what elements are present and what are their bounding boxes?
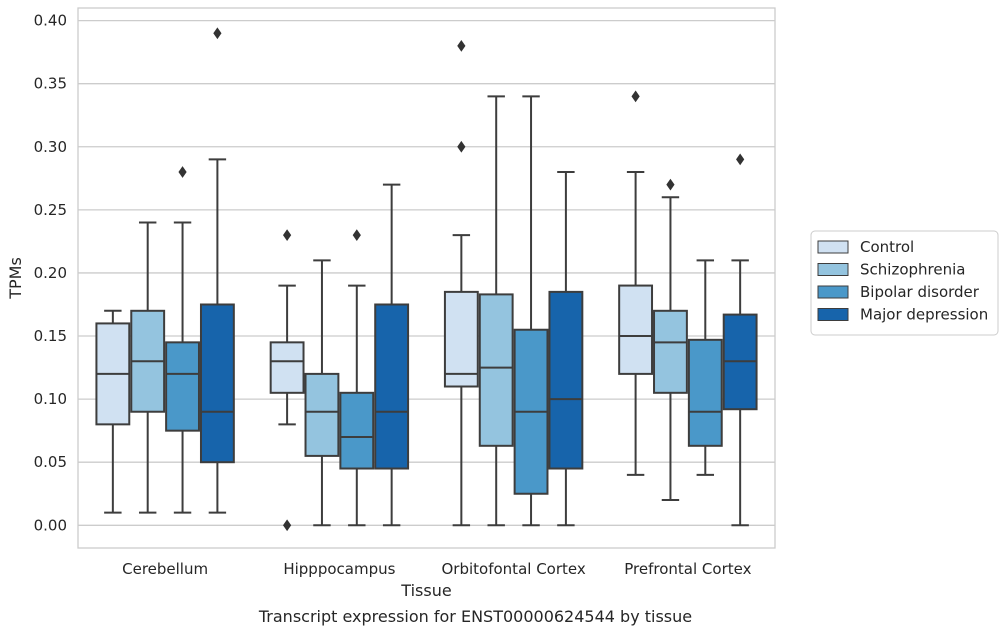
outlier-point	[282, 229, 292, 241]
box-rect	[165, 341, 200, 432]
x-tick-label: Hipppocampus	[283, 560, 395, 578]
x-tick-labels: Cerebellum Hipppocampus Orbitofontal Corte…	[122, 560, 751, 578]
y-tick-label: 0.30	[34, 138, 67, 156]
box-rect	[653, 309, 688, 394]
legend-entry: Schizophrenia	[860, 261, 965, 279]
y-tick-label: 0.10	[34, 390, 67, 408]
box-rect	[618, 284, 654, 375]
box-rect	[269, 341, 305, 394]
box-rect	[548, 290, 584, 470]
legend: Control Schizophrenia Bipolar disorder Majo…	[810, 230, 999, 336]
y-tick-label: 0.20	[34, 264, 67, 282]
box	[687, 259, 723, 476]
outlier-point	[457, 39, 466, 52]
x-tick-label: Orbitofontal Cortex	[442, 560, 586, 578]
category-group	[269, 183, 410, 532]
box-rect	[443, 290, 479, 388]
box-rect	[687, 338, 723, 447]
box	[478, 95, 514, 527]
y-axis-label: TPMs	[6, 257, 25, 300]
y-tick-label: 0.25	[34, 201, 67, 219]
category-group	[95, 27, 235, 514]
outlier-point	[282, 519, 292, 532]
box	[304, 259, 340, 527]
box	[95, 309, 131, 514]
box-rect	[304, 372, 340, 457]
legend-swatch	[817, 308, 849, 321]
legend-swatch	[817, 240, 849, 254]
box-rect	[339, 391, 375, 470]
x-tick-label: Cerebellum	[122, 560, 208, 578]
figure-caption: Transcript expression for ENST0000062454…	[258, 607, 692, 626]
outlier-point	[666, 178, 675, 191]
outlier-point	[631, 90, 640, 103]
y-tick-label: 0.35	[34, 75, 67, 93]
box	[618, 90, 654, 476]
box	[548, 171, 584, 527]
box-rect	[199, 303, 235, 464]
y-tick-labels: 0.00 0.05 0.10 0.15 0.20 0.25 0.30 0.35 0.40	[34, 12, 67, 535]
box	[165, 166, 200, 514]
box	[653, 178, 688, 502]
legend-swatch	[817, 285, 849, 299]
category-group	[443, 39, 584, 527]
outlier-point	[213, 27, 222, 40]
y-tick-label: 0.40	[34, 12, 67, 30]
box-groups	[95, 27, 758, 532]
box	[269, 229, 305, 532]
outlier-point	[178, 166, 187, 178]
box	[339, 229, 375, 527]
y-tick-label: 0.15	[34, 327, 67, 345]
box	[374, 183, 410, 527]
outlier-point	[736, 153, 745, 166]
outlier-point	[352, 229, 361, 241]
legend-frame	[810, 230, 999, 336]
x-axis-label: Tissue	[400, 581, 451, 600]
plot-frame	[77, 7, 776, 549]
x-tick-label: Prefrontal Cortex	[624, 560, 751, 578]
box-rect	[374, 303, 410, 470]
box	[130, 221, 166, 514]
legend-swatch	[817, 263, 849, 276]
outlier-point	[457, 140, 466, 153]
box	[722, 153, 758, 527]
y-tick-label: 0.00	[34, 516, 67, 534]
category-group	[618, 90, 758, 527]
y-tick-label: 0.05	[34, 453, 67, 471]
box	[513, 95, 549, 527]
legend-entry: Control	[860, 238, 914, 256]
box	[443, 39, 479, 527]
box-rect	[478, 293, 514, 447]
box	[199, 27, 235, 514]
legend-entry: Bipolar disorder	[860, 283, 980, 301]
legend-entry: Major depression	[860, 306, 988, 324]
